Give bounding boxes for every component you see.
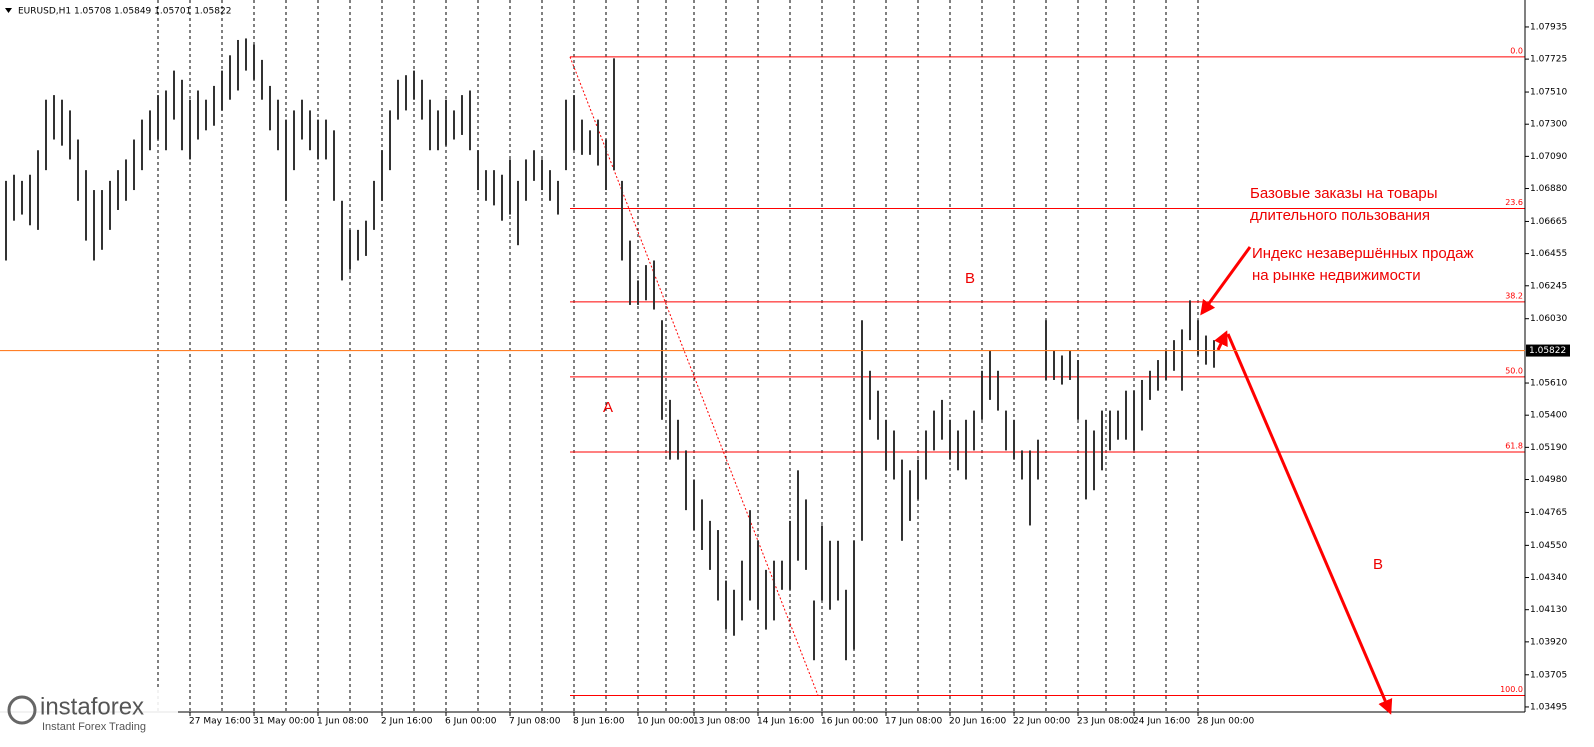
fib-label: 61.8 xyxy=(1505,441,1523,450)
y-tick-label: 1.06030 xyxy=(1530,314,1567,324)
y-tick-label: 1.04130 xyxy=(1530,605,1567,615)
fib-label: 100.0 xyxy=(1500,685,1523,694)
y-tick-label: 1.05400 xyxy=(1530,411,1567,421)
x-axis: 27 May 16:00 31 May 00:00 1 Jun 08:00 2 Jun… xyxy=(189,712,1254,727)
note: длительного пользования xyxy=(1250,207,1430,224)
y-tick-label: 1.03920 xyxy=(1530,637,1567,647)
chart-title: EURUSD,H1 1.05708 1.05849 1.05701 1.0582… xyxy=(18,7,231,17)
x-tick-label: 8 Jun 16:00 xyxy=(573,717,625,727)
x-tick-label: 24 Jun 16:00 xyxy=(1133,717,1190,727)
bars xyxy=(5,38,1215,661)
x-tick-label: 6 Jun 00:00 xyxy=(445,717,497,727)
y-tick-label: 1.04340 xyxy=(1530,573,1567,583)
y-axis: 1.07935 1.07725 1.07510 1.07300 1.07090 1.068… xyxy=(1525,22,1567,712)
y-tick-label: 1.07725 xyxy=(1530,55,1567,65)
x-tick-label: 23 Jun 08:00 xyxy=(1077,717,1134,727)
y-tick-label: 1.05190 xyxy=(1530,443,1567,453)
y-tick-label: 1.07935 xyxy=(1530,22,1567,32)
y-tick-label: 1.06455 xyxy=(1530,249,1567,259)
y-tick-label: 1.04765 xyxy=(1530,508,1567,518)
logo-bg xyxy=(0,690,178,735)
x-tick-label: 13 Jun 08:00 xyxy=(693,717,750,727)
fibonacci: 0.0 23.6 38.2 50.0 61.8 100.0 xyxy=(569,46,1525,696)
x-tick-label: 10 Jun 00:00 xyxy=(637,717,694,727)
arrow xyxy=(1226,333,1393,715)
x-tick-label: 7 Jun 08:00 xyxy=(509,717,561,727)
logo: instaforex Instant Forex Trading xyxy=(0,690,178,735)
x-tick-label: 1 Jun 08:00 xyxy=(317,717,369,727)
x-tick-label: 16 Jun 00:00 xyxy=(821,717,878,727)
y-tick-label: 1.03495 xyxy=(1530,702,1567,712)
y-tick-label: 1.04550 xyxy=(1530,541,1567,551)
y-tick-label: 1.07510 xyxy=(1530,88,1567,98)
last-price-label: 1.05822 xyxy=(1529,346,1566,356)
x-tick-label: 17 Jun 08:00 xyxy=(885,717,942,727)
y-tick-label: 1.04980 xyxy=(1530,475,1567,485)
y-tick-label: 1.03705 xyxy=(1530,670,1567,680)
menu-icon xyxy=(5,8,12,13)
fib-label: 50.0 xyxy=(1505,366,1523,375)
x-tick-label: 31 May 00:00 xyxy=(253,717,315,727)
y-tick-label: 1.06665 xyxy=(1530,217,1567,227)
x-tick-label: 28 Jun 00:00 xyxy=(1197,717,1254,727)
y-tick-label: 1.06245 xyxy=(1530,281,1567,291)
fib-label: 38.2 xyxy=(1505,291,1523,300)
last-price-box xyxy=(1526,344,1570,357)
arrow xyxy=(1200,246,1252,316)
note: Базовые заказы на товары xyxy=(1250,185,1438,202)
x-tick-label: 2 Jun 16:00 xyxy=(381,717,433,727)
arrow xyxy=(1214,330,1228,351)
y-tick-label: 1.05610 xyxy=(1530,379,1567,389)
wave-label: B xyxy=(965,270,975,287)
fib-label: 0.0 xyxy=(1510,46,1523,55)
note: Индекс незавершённых продаж xyxy=(1252,245,1474,262)
logo-icon xyxy=(7,695,37,725)
x-tick-label: 20 Jun 16:00 xyxy=(949,717,1006,727)
x-tick-label: 22 Jun 00:00 xyxy=(1013,717,1070,727)
y-tick-label: 1.07300 xyxy=(1530,120,1567,130)
x-tick-label: 14 Jun 16:00 xyxy=(757,717,814,727)
wave-label: A xyxy=(603,399,613,416)
wave-label: B xyxy=(1373,556,1383,573)
note: на рынке недвижимости xyxy=(1252,267,1421,284)
fib-label: 23.6 xyxy=(1505,198,1523,207)
logo-tagline: Instant Forex Trading xyxy=(42,721,146,733)
y-tick-label: 1.06880 xyxy=(1530,184,1567,194)
x-tick-label: 27 May 16:00 xyxy=(189,717,251,727)
y-tick-label: 1.07090 xyxy=(1530,152,1567,162)
logo-brand: instaforex xyxy=(40,693,144,720)
